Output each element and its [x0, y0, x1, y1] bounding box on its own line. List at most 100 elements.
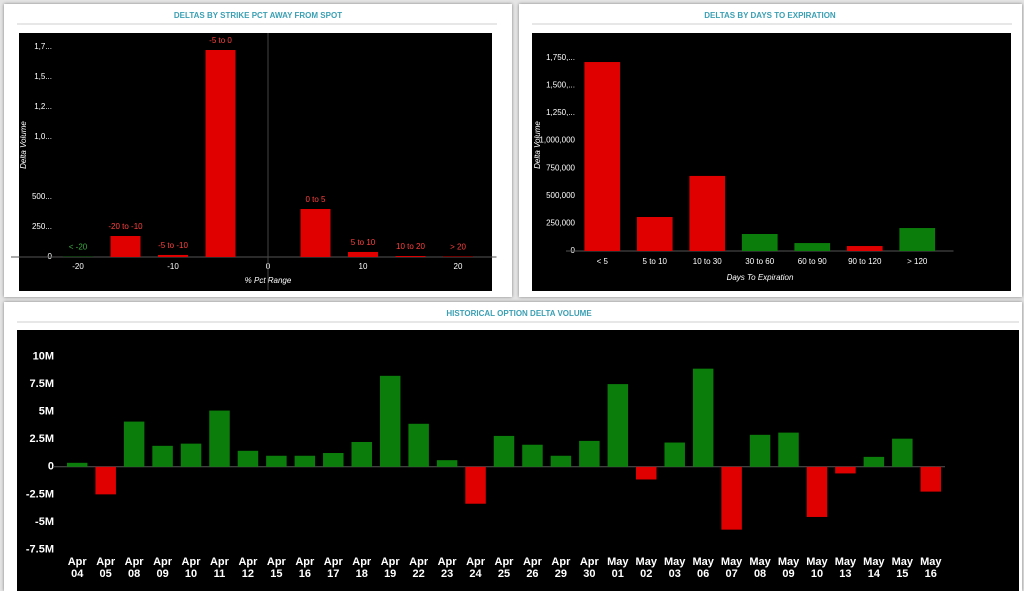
x-tick-label: < 5 [597, 257, 609, 266]
x-tick-label: Apr 23 [437, 556, 457, 580]
bar [892, 438, 913, 467]
bar [123, 421, 145, 467]
x-tick-label: > 120 [907, 257, 928, 266]
y-tick-label: -2.5M [26, 488, 54, 500]
bar [348, 251, 378, 257]
y-tick-label: 1,0... [34, 132, 52, 141]
bar [493, 435, 515, 467]
x-tick-label: Apr 16 [295, 556, 315, 580]
bar [835, 466, 856, 474]
bar [323, 453, 344, 467]
y-tick-label: 1,500,... [546, 81, 575, 90]
x-tick-label: Apr 24 [466, 556, 486, 580]
x-tick-label: Apr 09 [153, 556, 173, 580]
x-tick-label: 10 to 30 [693, 257, 722, 266]
bar [846, 246, 883, 251]
bar [95, 466, 116, 495]
y-tick-label: 1,750,... [546, 53, 575, 62]
y-tick-label: -5M [35, 516, 54, 528]
bar [209, 410, 230, 467]
bar [395, 256, 426, 257]
bar [550, 455, 572, 467]
bar [584, 62, 621, 251]
bar [379, 375, 401, 467]
y-tick-label: 500,000 [546, 191, 575, 200]
bar [863, 456, 885, 467]
x-tick-label: May 14 [863, 556, 885, 580]
x-tick-label: 10 [359, 262, 368, 271]
bar [778, 432, 799, 467]
bar [636, 217, 673, 251]
x-tick-label: May 15 [891, 556, 914, 580]
x-tick-label: Apr 18 [352, 556, 372, 580]
y-tick-label: -7.5M [26, 543, 54, 555]
bar [110, 236, 141, 257]
bar [749, 434, 771, 467]
bar [237, 450, 259, 467]
y-tick-label: 10M [33, 350, 54, 362]
x-tick-label: Apr 15 [266, 556, 286, 580]
x-tick-label: May 03 [664, 556, 686, 580]
bar [664, 442, 685, 467]
bar [689, 175, 726, 251]
x-tick-label: 5 to 10 [643, 257, 668, 266]
x-tick-label: Apr 29 [551, 556, 571, 580]
plot-area [19, 33, 492, 291]
bar [152, 445, 173, 467]
bar [579, 440, 600, 467]
x-tick-label: May 06 [692, 556, 714, 580]
bar [408, 423, 429, 467]
bar [806, 466, 828, 517]
bar [794, 243, 831, 251]
x-tick-label: Apr 22 [409, 556, 429, 580]
y-tick-label: 750,000 [546, 163, 575, 172]
x-tick-label: Apr 08 [124, 556, 144, 580]
y-tick-label: 1,2... [34, 102, 52, 111]
bar [636, 466, 657, 480]
y-tick-label: 1,000,000 [539, 136, 575, 145]
x-tick-label: Apr 25 [494, 556, 514, 580]
bar-label: -5 to 0 [209, 36, 232, 45]
y-axis-title: Delta Volume [533, 121, 542, 169]
x-tick-label: May 08 [749, 556, 771, 580]
bar [920, 466, 942, 492]
chart-title: DELTAS BY STRIKE PCT AWAY FROM SPOT [174, 11, 342, 20]
y-tick-label: 1,250,... [546, 108, 575, 117]
bar [899, 228, 936, 251]
x-tick-label: Apr 10 [181, 556, 201, 580]
bar-label: -20 to -10 [108, 222, 143, 231]
x-tick-label: -20 [72, 262, 84, 271]
x-tick-label: May 09 [777, 556, 800, 580]
y-tick-label: 7.5M [30, 378, 54, 390]
bar-label: 0 to 5 [305, 195, 326, 204]
x-axis-title: Days To Expiration [727, 273, 794, 282]
x-tick-label: Apr 05 [96, 556, 116, 580]
bar [158, 254, 188, 257]
bar [436, 460, 458, 467]
x-tick-label: Apr 12 [238, 556, 258, 580]
bar [294, 455, 316, 467]
x-tick-label: 30 to 60 [745, 257, 774, 266]
bar [66, 462, 88, 467]
x-tick-label: 20 [454, 262, 463, 271]
x-tick-label: May 10 [806, 556, 828, 580]
x-tick-label: Apr 11 [209, 556, 229, 580]
bar [180, 443, 202, 467]
y-axis-title: Delta Volume [19, 121, 28, 169]
x-tick-label: Apr 04 [67, 556, 87, 580]
x-tick-label: Apr 19 [380, 556, 400, 580]
y-tick-label: 5M [39, 406, 54, 418]
x-tick-label: 90 to 120 [848, 257, 882, 266]
x-tick-label: Apr 30 [579, 556, 599, 580]
y-tick-label: 0 [48, 461, 54, 473]
y-tick-label: 1,5... [34, 72, 52, 81]
bar [607, 384, 629, 467]
bar-label: > 20 [450, 243, 466, 252]
y-tick-label: 250,000 [546, 219, 575, 228]
bar [741, 234, 778, 251]
y-tick-label: 2.5M [30, 433, 54, 445]
bar [465, 466, 486, 504]
bar [721, 466, 742, 530]
